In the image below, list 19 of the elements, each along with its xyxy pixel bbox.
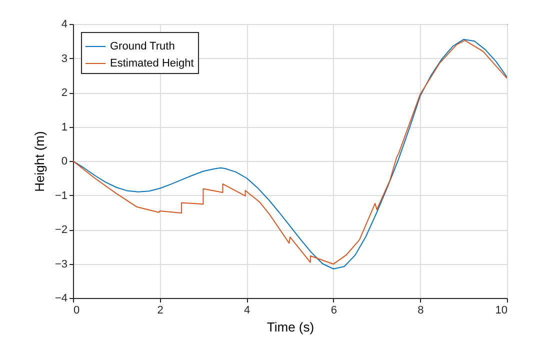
y-tick-label: 3 xyxy=(61,52,68,65)
y-tick-label: 1 xyxy=(61,121,68,134)
x-tick-label: 6 xyxy=(330,304,337,316)
y-tick-label: −3 xyxy=(54,258,68,270)
y-tick-label: 0 xyxy=(61,156,68,168)
y-tick-label: −4 xyxy=(54,292,68,304)
legend-label: Ground Truth xyxy=(110,40,175,52)
x-tick-label: 2 xyxy=(157,304,164,316)
y-tick-label: −1 xyxy=(54,190,68,202)
y-tick-label: 2 xyxy=(61,87,68,99)
x-tick-label: 0 xyxy=(74,304,80,316)
y-axis-title: Height (m) xyxy=(32,131,47,192)
legend-label: Estimated Height xyxy=(110,58,194,70)
y-tick-label: −2 xyxy=(54,224,68,236)
x-axis-title: Time (s) xyxy=(266,320,314,334)
y-tick-label: 4 xyxy=(61,18,68,30)
x-tick-label: 8 xyxy=(418,304,424,316)
x-tick-label: 4 xyxy=(244,304,250,316)
x-tick-label: 10 xyxy=(495,304,508,316)
